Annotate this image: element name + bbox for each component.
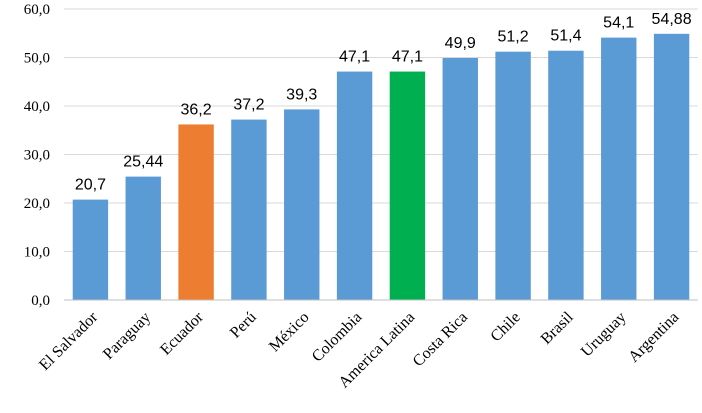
bar (231, 119, 267, 300)
data-label: 37,2 (233, 97, 264, 114)
bar (125, 176, 161, 300)
y-tick-label: 40,0 (24, 99, 50, 115)
data-labels: 20,7 25,44 36,2 37,2 39,3 47,1 47,1 49,9 51,2 51,… (75, 11, 692, 194)
category-label: México (266, 309, 313, 356)
category-label: Brasil (538, 308, 577, 347)
data-label: 47,1 (392, 49, 423, 66)
category-label: Perú (227, 309, 260, 342)
bar (178, 124, 214, 301)
y-axis-tick-labels: 0,0 10,0 20,0 30,0 40,0 50,0 60,0 (24, 2, 50, 309)
category-label: Costa Rica (410, 309, 471, 370)
category-label: El Salvador (36, 308, 102, 374)
data-label: 39,3 (286, 86, 317, 103)
category-label: Chile (487, 309, 524, 346)
gridlines (64, 8, 698, 252)
bar (495, 51, 531, 301)
y-tick-label: 30,0 (24, 148, 50, 164)
bar (548, 50, 584, 301)
data-label: 54,1 (603, 15, 634, 32)
bar (389, 71, 426, 300)
category-label: Ecuador (157, 308, 207, 358)
bar (601, 37, 637, 301)
data-label: 51,4 (550, 28, 581, 45)
data-label: 54,88 (652, 11, 692, 28)
category-label: Paraguay (100, 309, 154, 363)
bar (336, 71, 373, 300)
category-label: Uruguay (578, 309, 630, 361)
y-tick-label: 60,0 (24, 2, 50, 18)
y-tick-label: 50,0 (24, 51, 50, 67)
data-label: 51,2 (498, 29, 529, 46)
data-label: 20,7 (75, 177, 106, 194)
y-tick-label: 20,0 (24, 196, 50, 212)
y-tick-label: 0,0 (31, 293, 50, 309)
bar (442, 57, 478, 300)
bar (653, 33, 690, 300)
data-label: 25,44 (123, 154, 163, 171)
data-label: 49,9 (445, 35, 476, 52)
y-tick-label: 10,0 (24, 245, 50, 261)
category-label: Argentina (625, 309, 682, 366)
bars (72, 33, 690, 301)
bar (284, 109, 320, 301)
bar (72, 199, 109, 300)
data-label: 47,1 (339, 49, 370, 66)
data-label: 36,2 (181, 101, 212, 118)
